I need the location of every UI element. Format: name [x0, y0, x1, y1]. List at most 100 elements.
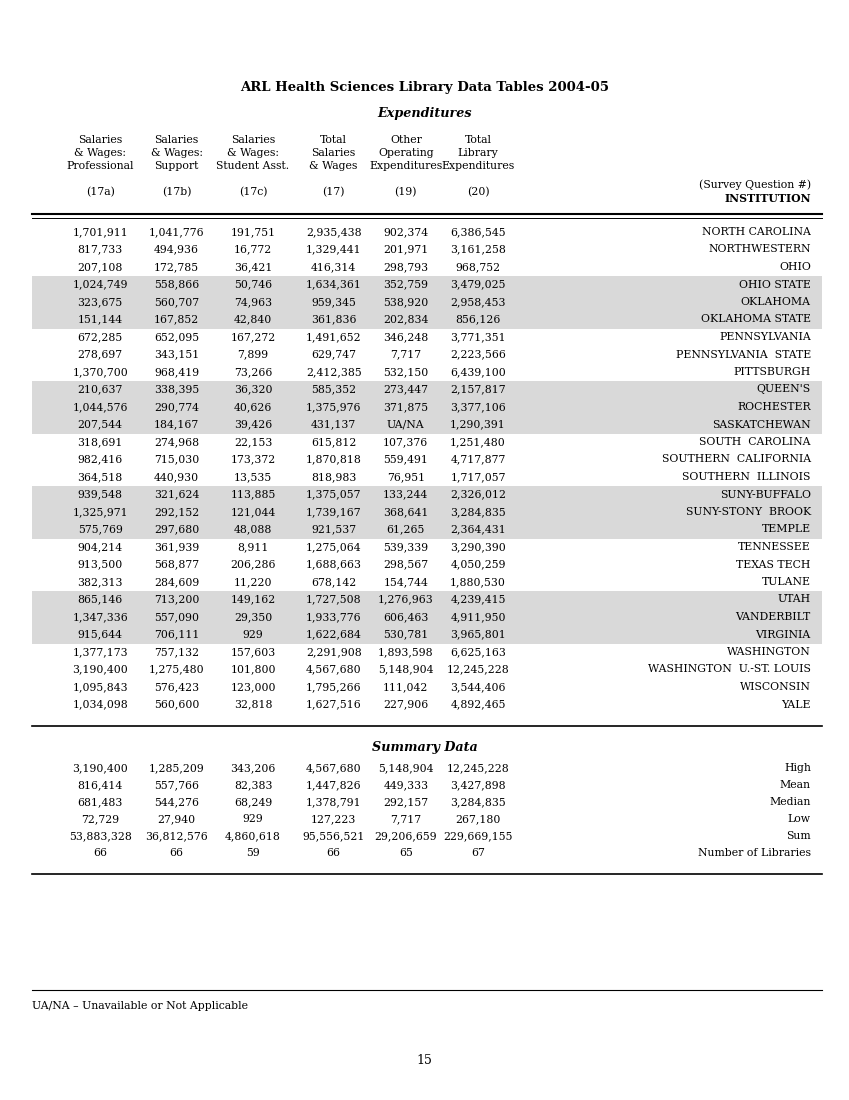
Text: 2,157,817: 2,157,817	[450, 385, 506, 395]
Text: 298,567: 298,567	[383, 560, 429, 570]
Text: 59: 59	[246, 848, 260, 858]
Text: WISCONSIN: WISCONSIN	[740, 682, 811, 692]
Text: 672,285: 672,285	[77, 332, 123, 342]
Text: 1,933,776: 1,933,776	[306, 612, 362, 621]
Text: 440,930: 440,930	[154, 472, 200, 482]
Text: TEMPLE: TEMPLE	[762, 525, 811, 535]
Text: 1,290,391: 1,290,391	[450, 419, 506, 429]
Text: 167,852: 167,852	[154, 315, 200, 324]
Text: 449,333: 449,333	[383, 780, 429, 790]
Text: 1,276,963: 1,276,963	[378, 594, 434, 605]
Bar	[32, 311, 822, 329]
Text: 151,144: 151,144	[77, 315, 123, 324]
Text: 12,245,228: 12,245,228	[447, 664, 509, 674]
Text: 3,190,400: 3,190,400	[72, 763, 128, 773]
Text: 11,220: 11,220	[233, 578, 273, 587]
Text: 29,350: 29,350	[233, 612, 273, 621]
Bar	[32, 276, 822, 294]
Bar	[32, 626, 822, 644]
Text: NORTH CAROLINA: NORTH CAROLINA	[702, 227, 811, 236]
Text: 982,416: 982,416	[77, 454, 123, 464]
Text: 902,374: 902,374	[383, 227, 429, 236]
Text: 1,251,480: 1,251,480	[450, 437, 506, 447]
Text: 123,000: 123,000	[230, 682, 276, 692]
Text: 3,965,801: 3,965,801	[450, 629, 506, 639]
Text: 29,206,659: 29,206,659	[374, 830, 437, 842]
Text: 1,329,441: 1,329,441	[306, 244, 362, 254]
Text: 53,883,328: 53,883,328	[69, 830, 132, 842]
Text: SOUTHERN  ILLINOIS: SOUTHERN ILLINOIS	[683, 472, 811, 482]
Text: SOUTHERN  CALIFORNIA: SOUTHERN CALIFORNIA	[661, 454, 811, 464]
Text: 1,377,173: 1,377,173	[72, 647, 128, 657]
Text: Median: Median	[769, 798, 811, 807]
Bar	[32, 591, 822, 608]
Text: 121,044: 121,044	[230, 507, 276, 517]
Text: 184,167: 184,167	[154, 419, 200, 429]
Text: 40,626: 40,626	[233, 402, 273, 412]
Text: 297,680: 297,680	[154, 525, 200, 535]
Text: (17c): (17c)	[239, 187, 267, 197]
Text: 606,463: 606,463	[383, 612, 429, 621]
Text: (Survey Question #): (Survey Question #)	[699, 179, 811, 190]
Text: 201,971: 201,971	[383, 244, 429, 254]
Text: 544,276: 544,276	[154, 798, 200, 807]
Text: 361,836: 361,836	[311, 315, 357, 324]
Text: ARL Health Sciences Library Data Tables 2004-05: ARL Health Sciences Library Data Tables …	[240, 81, 609, 95]
Text: Mean: Mean	[779, 780, 811, 790]
Text: 167,272: 167,272	[230, 332, 276, 342]
Text: 3,161,258: 3,161,258	[450, 244, 506, 254]
Text: 1,880,530: 1,880,530	[450, 578, 506, 587]
Text: & Wages:: & Wages:	[150, 148, 203, 158]
Text: 12,245,228: 12,245,228	[447, 763, 509, 773]
Text: 1,622,684: 1,622,684	[306, 629, 362, 639]
Text: 2,291,908: 2,291,908	[306, 647, 362, 657]
Text: 1,634,361: 1,634,361	[306, 279, 362, 289]
Text: 72,729: 72,729	[82, 814, 119, 824]
Text: Expenditures: Expenditures	[377, 107, 472, 120]
Text: 416,314: 416,314	[311, 262, 357, 272]
Text: 42,840: 42,840	[233, 315, 273, 324]
Text: 652,095: 652,095	[154, 332, 200, 342]
Text: 1,701,911: 1,701,911	[72, 227, 128, 236]
Bar	[32, 521, 822, 539]
Text: 1,727,508: 1,727,508	[306, 594, 362, 605]
Text: Sum: Sum	[786, 830, 811, 842]
Text: OHIO: OHIO	[779, 262, 811, 272]
Text: Library: Library	[458, 148, 498, 158]
Text: 48,088: 48,088	[233, 525, 273, 535]
Text: 361,939: 361,939	[154, 542, 200, 552]
Text: 3,479,025: 3,479,025	[450, 279, 506, 289]
Text: PENNSYLVANIA: PENNSYLVANIA	[719, 332, 811, 342]
Text: ROCHESTER: ROCHESTER	[737, 402, 811, 412]
Bar	[32, 294, 822, 311]
Text: 715,030: 715,030	[154, 454, 200, 464]
Text: 74,963: 74,963	[234, 297, 272, 307]
Text: 818,983: 818,983	[311, 472, 357, 482]
Text: OKLAHOMA STATE: OKLAHOMA STATE	[700, 315, 811, 324]
Text: 133,244: 133,244	[383, 490, 429, 499]
Text: 4,717,877: 4,717,877	[450, 454, 506, 464]
Text: 913,500: 913,500	[77, 560, 123, 570]
Text: 6,625,163: 6,625,163	[450, 647, 506, 657]
Text: 1,347,336: 1,347,336	[72, 612, 128, 621]
Text: 1,275,064: 1,275,064	[306, 542, 362, 552]
Text: 904,214: 904,214	[77, 542, 123, 552]
Text: 13,535: 13,535	[233, 472, 273, 482]
Text: 284,609: 284,609	[154, 578, 200, 587]
Text: 968,419: 968,419	[154, 367, 200, 377]
Text: 4,239,415: 4,239,415	[450, 594, 506, 605]
Text: 929: 929	[243, 629, 263, 639]
Text: 127,223: 127,223	[311, 814, 357, 824]
Text: High: High	[784, 763, 811, 773]
Text: 4,050,259: 4,050,259	[450, 560, 506, 570]
Text: 431,137: 431,137	[311, 419, 357, 429]
Text: SOUTH  CAROLINA: SOUTH CAROLINA	[700, 437, 811, 447]
Text: 16,772: 16,772	[233, 244, 273, 254]
Text: 66: 66	[93, 848, 107, 858]
Text: 706,111: 706,111	[154, 629, 200, 639]
Text: Total: Total	[320, 135, 347, 145]
Text: 530,781: 530,781	[383, 629, 429, 639]
Text: 3,284,835: 3,284,835	[450, 798, 506, 807]
Text: NORTHWESTERN: NORTHWESTERN	[708, 244, 811, 254]
Text: 298,793: 298,793	[383, 262, 429, 272]
